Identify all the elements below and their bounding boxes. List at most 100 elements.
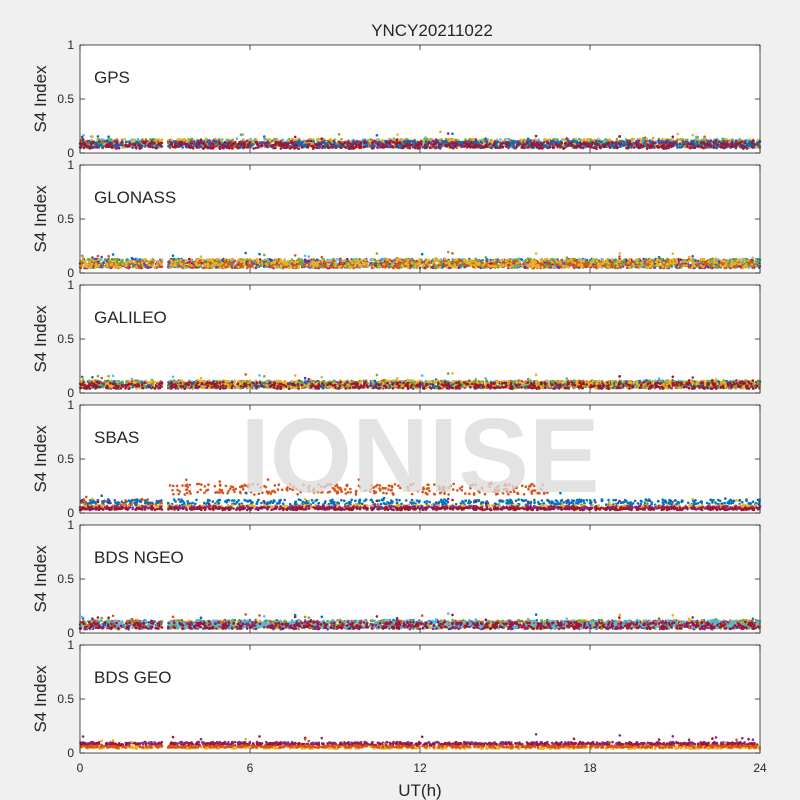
data-point [231,147,234,150]
data-point [245,139,249,143]
data-point [242,138,245,141]
data-point [519,138,523,142]
data-point [260,144,264,147]
data-point [337,133,341,136]
data-point [115,147,118,150]
data-point [375,134,379,137]
data-point [511,142,514,146]
data-point [671,144,675,148]
data-point [586,137,590,141]
data-point [178,138,181,141]
data-point [514,146,517,150]
data-point [239,145,243,148]
data-point [610,144,614,148]
data-point [391,145,394,149]
data-point [88,147,91,150]
data-point [395,138,399,141]
data-point [442,139,446,143]
data-point [199,138,203,141]
data-point [561,138,564,141]
data-point [98,140,101,144]
data-point [108,138,111,141]
data-point [469,146,472,149]
data-point [243,142,246,145]
data-point [160,141,164,145]
data-point [258,252,261,256]
data-point [195,142,199,146]
data-point [696,135,699,139]
data-point [706,140,709,143]
data-point [481,145,485,149]
data-point [218,141,222,145]
data-point [148,145,151,148]
data-point [363,145,367,149]
data-point [624,143,628,146]
data-point [735,142,739,145]
panel-points [78,130,762,150]
data-point [507,141,511,144]
data-point [730,140,734,143]
data-point [233,141,237,144]
data-point [90,141,93,145]
data-point [151,146,154,149]
data-point [475,140,479,144]
data-point [171,254,175,257]
data-point [424,141,428,144]
data-point [494,146,498,150]
data-point [83,144,87,147]
data-point [532,140,536,143]
data-point [218,147,222,150]
data-point [512,144,515,148]
data-point [231,143,235,146]
data-point [541,147,544,150]
data-point [668,143,672,146]
data-point [115,141,119,145]
data-point [712,146,716,149]
data-point [91,135,94,138]
data-point [266,145,269,148]
data-point [212,143,215,146]
data-point [742,147,745,150]
data-point [573,145,576,149]
data-point [537,147,541,150]
data-point [604,138,607,141]
data-point [490,140,494,143]
data-point [652,141,655,145]
data-point [263,135,266,138]
data-point [394,145,398,148]
data-point [427,142,430,145]
data-point [745,147,749,150]
data-point [377,138,380,141]
data-point [709,139,713,143]
data-point [428,146,432,149]
data-point [527,145,530,149]
data-point [425,146,428,149]
data-point [678,146,681,149]
data-point [128,142,131,146]
data-point [630,146,633,149]
data-point [330,146,334,149]
data-point [286,142,290,146]
data-point [693,146,696,149]
data-point [488,143,491,146]
data-point [484,144,487,147]
data-point [155,146,158,150]
data-point [388,143,392,146]
data-point [615,144,618,147]
data-point [756,144,760,147]
data-point [515,141,518,144]
data-point [173,146,177,149]
data-point [608,138,612,141]
data-point [656,145,660,148]
data-point [551,146,555,150]
data-point [256,146,260,149]
data-point [423,144,427,147]
data-point [569,142,573,145]
data-point [340,143,343,146]
data-point [95,141,98,145]
y-tick-label: 0.5 [57,92,74,106]
data-point [173,140,176,144]
data-point [722,146,725,150]
data-point [376,142,380,146]
